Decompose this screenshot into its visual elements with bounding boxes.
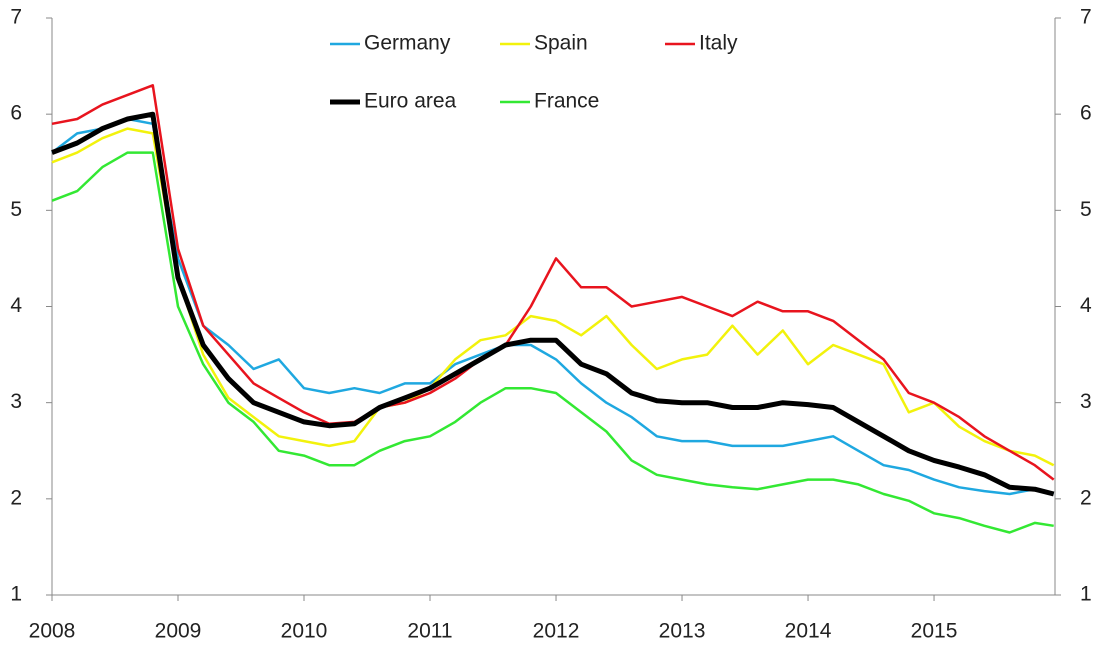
y-tick-label: 7 [10,6,22,29]
y2-tick-label: 1 [1080,583,1092,606]
x-tick-label: 2015 [911,620,958,643]
line [51,84,1055,481]
line [51,151,1054,534]
legend-label: France [534,90,599,113]
y2-tick-label: 3 [1080,390,1092,413]
x-tick-label: 2013 [659,620,706,643]
line [51,117,1055,496]
legend-label: Spain [534,32,588,55]
x-tick-label: 2010 [281,620,328,643]
y-tick-label: 2 [10,486,22,509]
y-tick-label: 6 [10,102,22,125]
x-tick-label: 2009 [155,620,202,643]
y2-tick-label: 7 [1080,6,1092,29]
x-tick-label: 2012 [533,620,580,643]
y2-tick-label: 6 [1080,102,1092,125]
y2-tick-label: 5 [1080,198,1092,221]
line [51,111,1055,497]
x-tick-label: 2014 [785,620,832,643]
y2-tick-label: 4 [1080,294,1092,317]
y2-tick-label: 2 [1080,486,1092,509]
legend-label: Euro area [364,90,457,113]
x-tick-label: 2011 [407,620,452,643]
legend-label: Italy [699,32,738,55]
y-tick-label: 4 [10,294,22,317]
legend-label: Germany [364,32,451,55]
y-tick-label: 3 [10,390,22,413]
y-tick-label: 1 [10,583,22,606]
line [51,127,1055,467]
y-tick-label: 5 [10,198,22,221]
x-tick-label: 2008 [29,620,76,643]
